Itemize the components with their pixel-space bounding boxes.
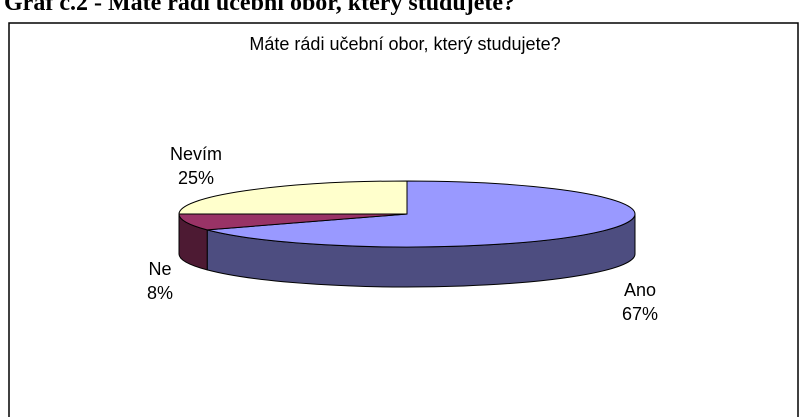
slice-label: Ano	[624, 280, 656, 300]
chart-title: Máte rádi učební obor, který studujete?	[249, 34, 560, 54]
slice-value-label: 25%	[178, 168, 214, 188]
slice-label: Nevím	[170, 144, 222, 164]
slice-label: Ne	[148, 259, 171, 279]
pie-slice	[178, 180, 408, 215]
pie-slice	[178, 213, 408, 231]
heading: Graf č.2 - Máte rádi učební obor, který …	[4, 0, 516, 16]
slice-value-label: 8%	[147, 283, 173, 303]
pie-slice	[207, 180, 636, 248]
slice-value-label: 67%	[622, 304, 658, 324]
